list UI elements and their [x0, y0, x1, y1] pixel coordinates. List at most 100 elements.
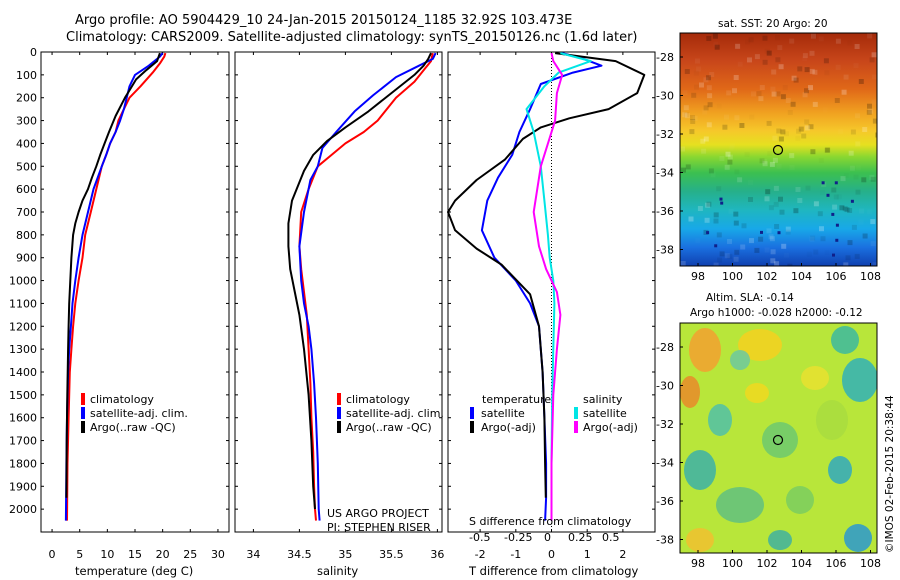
- sst-pixel: [771, 69, 777, 75]
- sst-pixel: [751, 91, 756, 97]
- y-tick-label: 1100: [9, 297, 37, 310]
- map-x-tick-label: 98: [691, 557, 705, 570]
- y-tick-label: 1400: [9, 366, 37, 379]
- sst-pixel: [771, 91, 777, 97]
- x-tick-label: -2: [475, 548, 486, 561]
- sst-pixel: [696, 66, 702, 72]
- sst-pixel: [766, 228, 772, 234]
- y-tick-label: 200: [16, 92, 37, 105]
- sst-pixel: [776, 128, 782, 134]
- series-line-argo-adj-: [447, 52, 646, 498]
- sst-pixel: [824, 147, 830, 153]
- sst-pixel: [777, 164, 782, 169]
- sst-pixel: [770, 249, 776, 255]
- temperature-panel: 0100200300400500600700800900100011001200…: [9, 46, 230, 561]
- sst-pixel: [766, 50, 772, 56]
- sst-pixel: [713, 42, 718, 47]
- sst-pixel: [738, 81, 743, 86]
- series-line-satellite-adj-clim-: [298, 52, 437, 521]
- sst-pixel: [688, 216, 694, 222]
- sst-pixel: [809, 50, 815, 56]
- sst-pixel: [774, 261, 780, 266]
- y-tick-label: 600: [16, 183, 37, 196]
- sst-pixel: [703, 229, 709, 235]
- sst-pixel: [749, 238, 754, 244]
- sst-pixel: [680, 146, 685, 152]
- sst-pixel: [764, 196, 770, 202]
- sst-pixel: [724, 114, 729, 120]
- x-tick-label: 5: [76, 548, 83, 561]
- sst-pixel: [780, 129, 786, 135]
- sst-pixel: [727, 159, 733, 165]
- sst-pixel: [682, 112, 688, 118]
- sst-pixel: [729, 209, 734, 214]
- y-tick-label: 100: [16, 69, 37, 82]
- sst-pixel: [785, 226, 791, 232]
- sst-pixel: [749, 115, 754, 120]
- series-line-climatology: [298, 52, 434, 521]
- sst-pixel: [824, 70, 829, 75]
- sst-pixel: [869, 153, 874, 158]
- sla-anomaly-blob: [686, 528, 714, 552]
- sst-pixel: [712, 33, 718, 39]
- sst-pixel: [819, 158, 824, 163]
- map-y-tick-label: -28: [656, 51, 674, 64]
- sst-pixel: [762, 59, 768, 65]
- map-x-tick-label: 108: [860, 270, 881, 283]
- sla-map-frame: [679, 322, 878, 554]
- sst-pixel: [691, 92, 697, 98]
- sst-pixel: [875, 132, 877, 138]
- sst-pixel: [837, 194, 842, 199]
- legend-label-satellite: satellite-adj. clim.: [346, 407, 444, 420]
- sst-pixel: [870, 219, 876, 225]
- sst-pixel: [690, 119, 696, 124]
- sst-pixel: [795, 187, 801, 192]
- s-tick-label: -0.5: [469, 531, 490, 544]
- sst-pixel: [714, 244, 718, 248]
- sst-pixel: [823, 108, 828, 113]
- sst-pixel: [717, 104, 722, 109]
- figure-title-line1: Argo profile: AO 5904429_10 24-Jan-2015 …: [75, 13, 572, 28]
- legend-swatch-argo: [81, 421, 85, 433]
- sst-pixel: [810, 235, 816, 241]
- sst-pixel: [854, 44, 860, 49]
- sst-pixel: [859, 208, 865, 214]
- sst-pixel: [767, 161, 772, 166]
- sst-pixel: [773, 201, 779, 207]
- sst-pixel: [804, 119, 810, 125]
- sst-pixel: [821, 181, 827, 187]
- sst-pixel: [706, 231, 710, 235]
- legend-label-temp-satellite: satellite: [481, 407, 525, 420]
- sst-pixel: [867, 103, 872, 109]
- sst-pixel: [859, 220, 864, 225]
- sst-pixel: [804, 125, 810, 131]
- sst-pixel: [855, 189, 861, 195]
- sst-pixel: [703, 77, 709, 83]
- sst-pixel: [706, 85, 712, 91]
- sst-pixel: [758, 96, 764, 102]
- sla-map: Altim. SLA: -0.14 Argo h1000: -0.028 h20…: [656, 292, 881, 570]
- sst-pixel: [778, 136, 784, 142]
- sst-pixel: [758, 236, 764, 242]
- sst-pixel: [706, 75, 711, 81]
- sst-pixel: [804, 88, 809, 94]
- sst-pixel: [699, 82, 704, 88]
- map-y-tick-label: -36: [656, 495, 674, 508]
- sst-pixel: [873, 141, 878, 146]
- sst-pixel: [694, 84, 699, 90]
- sst-pixel: [862, 127, 868, 132]
- y-tick-label: 1800: [9, 457, 37, 470]
- sla-anomaly-blob: [831, 326, 859, 354]
- legend-label-satellite: satellite-adj. clim.: [90, 407, 188, 420]
- sst-pixel: [862, 233, 868, 239]
- sst-pixel: [711, 172, 716, 177]
- sst-pixel: [773, 185, 779, 191]
- sst-pixel: [795, 136, 800, 141]
- sst-pixel: [733, 211, 739, 217]
- sst-pixel: [683, 112, 689, 118]
- sst-pixel: [732, 88, 737, 94]
- sst-pixel: [813, 201, 819, 207]
- y-tick-label: 300: [16, 115, 37, 128]
- sst-pixel: [754, 247, 760, 253]
- sst-pixel: [849, 165, 855, 171]
